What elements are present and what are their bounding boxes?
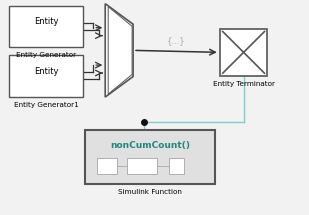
Text: Simulink Function: Simulink Function [118, 189, 182, 195]
Text: Entity Generator1: Entity Generator1 [14, 102, 78, 108]
Text: Entity: Entity [34, 17, 58, 26]
Text: Entity Terminator: Entity Terminator [213, 81, 275, 87]
Text: Entity Generator: Entity Generator [16, 52, 76, 58]
Bar [169, 158, 184, 174]
Bar [220, 29, 268, 76]
Polygon shape [105, 4, 133, 97]
Bar [9, 6, 83, 47]
Bar [9, 55, 83, 97]
Polygon shape [108, 7, 132, 94]
Text: Entity: Entity [34, 67, 58, 76]
Bar [127, 158, 157, 174]
Bar [85, 130, 215, 184]
Text: nonCumCount(): nonCumCount() [110, 141, 190, 150]
Bar [97, 158, 117, 174]
Text: {...}: {...} [167, 36, 186, 45]
